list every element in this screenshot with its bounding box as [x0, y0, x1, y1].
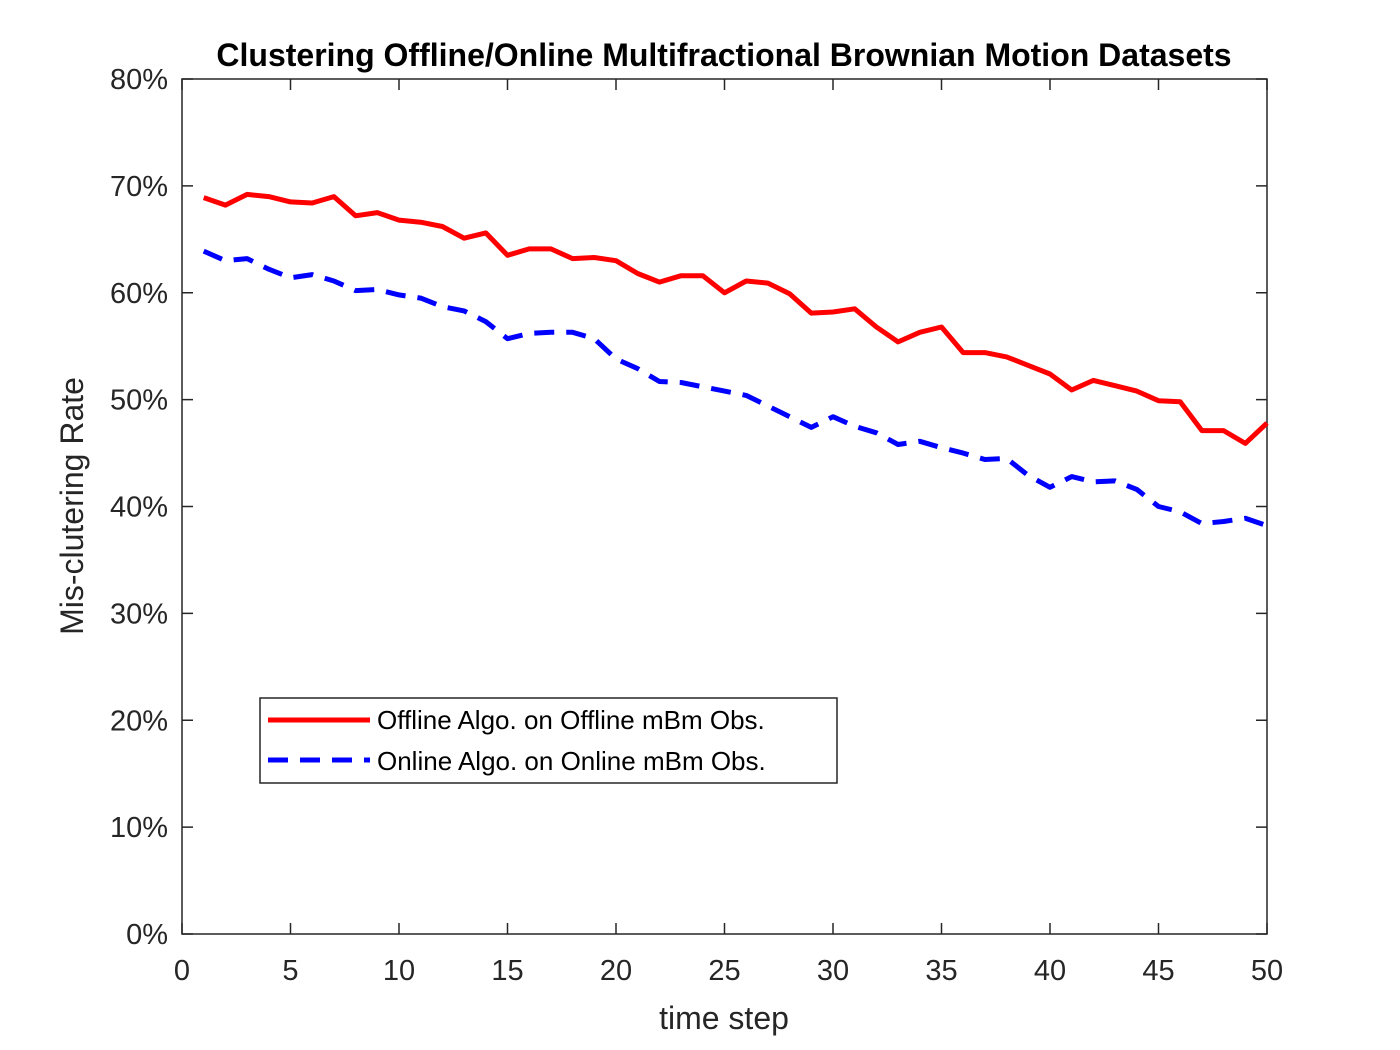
x-tick-label: 25	[708, 955, 740, 987]
y-tick-label: 40%	[110, 492, 168, 524]
y-tick-label: 60%	[110, 278, 168, 310]
legend-box	[259, 697, 838, 784]
series-layer	[202, 191, 1269, 529]
x-tick-label: 30	[817, 955, 849, 987]
legend-label-offline: Offline Algo. on Offline mBm Obs.	[377, 705, 765, 735]
y-tick-label: 20%	[110, 705, 168, 737]
x-axis: 0 5 10 15 20 25 30 35 40 45 50	[174, 79, 1283, 987]
chart-title: Clustering Offline/Online Multifractiona…	[216, 37, 1231, 73]
x-tick-label: 40	[1034, 955, 1066, 987]
legend: Offline Algo. on Offline mBm Obs. Online…	[259, 697, 838, 784]
x-tick-label: 35	[925, 955, 957, 987]
x-tick-label: 15	[491, 955, 523, 987]
y-tick-label: 80%	[110, 64, 168, 96]
plot-area	[181, 78, 1268, 935]
x-tick-label: 5	[282, 955, 298, 987]
x-tick-label: 20	[600, 955, 632, 987]
y-tick-label: 10%	[110, 812, 168, 844]
y-tick-label: 70%	[110, 171, 168, 203]
y-axis: 0% 10% 20% 30% 40% 50% 60% 70% 80%	[110, 64, 1267, 951]
series-line-offline	[202, 191, 1269, 446]
x-tick-label: 0	[174, 955, 190, 987]
y-tick-label: 50%	[110, 385, 168, 417]
y-tick-label: 30%	[110, 598, 168, 630]
x-axis-label: time step	[659, 1000, 789, 1036]
x-tick-label: 10	[383, 955, 415, 987]
x-tick-label: 45	[1142, 955, 1174, 987]
legend-label-online: Online Algo. on Online mBm Obs.	[377, 746, 766, 776]
x-tick-label: 50	[1251, 955, 1283, 987]
y-tick-label: 0%	[126, 919, 168, 951]
y-axis-label: Mis-clutering Rate	[54, 377, 90, 635]
